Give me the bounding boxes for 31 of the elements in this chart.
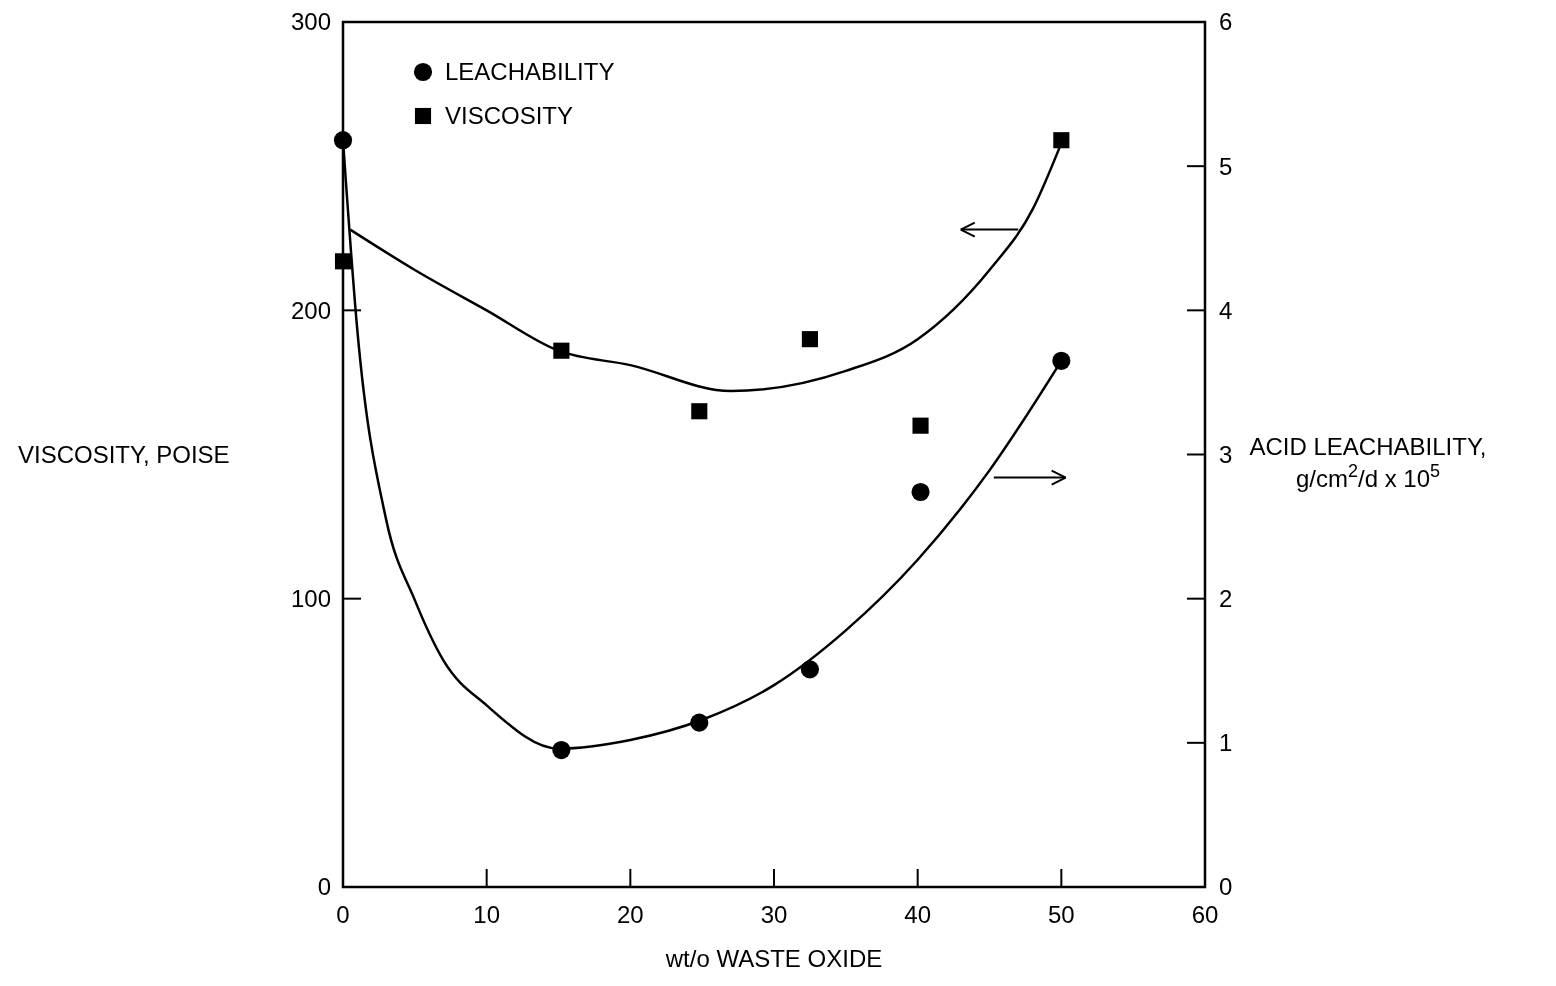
point [333,131,353,150]
y-tick-label: 0 [317,873,331,901]
point [691,403,708,420]
x-tick-label: 60 [1191,901,1219,928]
y2-tick-label: 1 [1219,729,1233,757]
x-tick-label: 30 [760,901,788,928]
x-tick-label: 50 [1047,901,1075,928]
y2-tick-label: 5 [1219,152,1233,180]
y2-tick-label: 2 [1219,585,1233,613]
x-tick-label: 20 [616,901,644,928]
y-tick-label: 100 [290,585,331,613]
y2-tick-label: 3 [1219,440,1233,468]
point [1053,132,1070,149]
x-tick-label: 40 [904,901,932,928]
y2-tick-label: 4 [1219,296,1233,324]
point [912,417,929,434]
y2-tick-label: 0 [1219,873,1233,901]
y2-axis-title: ACID LEACHABILITY, g/cm$^{2}$/d x 10$^{5}$ [1249,432,1487,492]
y-tick-label: 200 [290,296,331,324]
point [911,482,930,502]
y2-tick-label: 6 [1219,8,1233,36]
y-tick-label: 300 [290,8,331,36]
x-tick-label: 0 [336,901,350,928]
x-axis-title: wt/o WASTE OXIDE [664,945,883,972]
point [801,331,818,348]
point [334,253,352,270]
y-axis-title: VISCOSITY, POISE [18,440,230,468]
point [1052,351,1071,370]
legend-label: VISCOSITY [445,102,574,130]
legend-label: LEACHABILITY [445,58,615,86]
x-tick-label: 10 [473,901,501,928]
